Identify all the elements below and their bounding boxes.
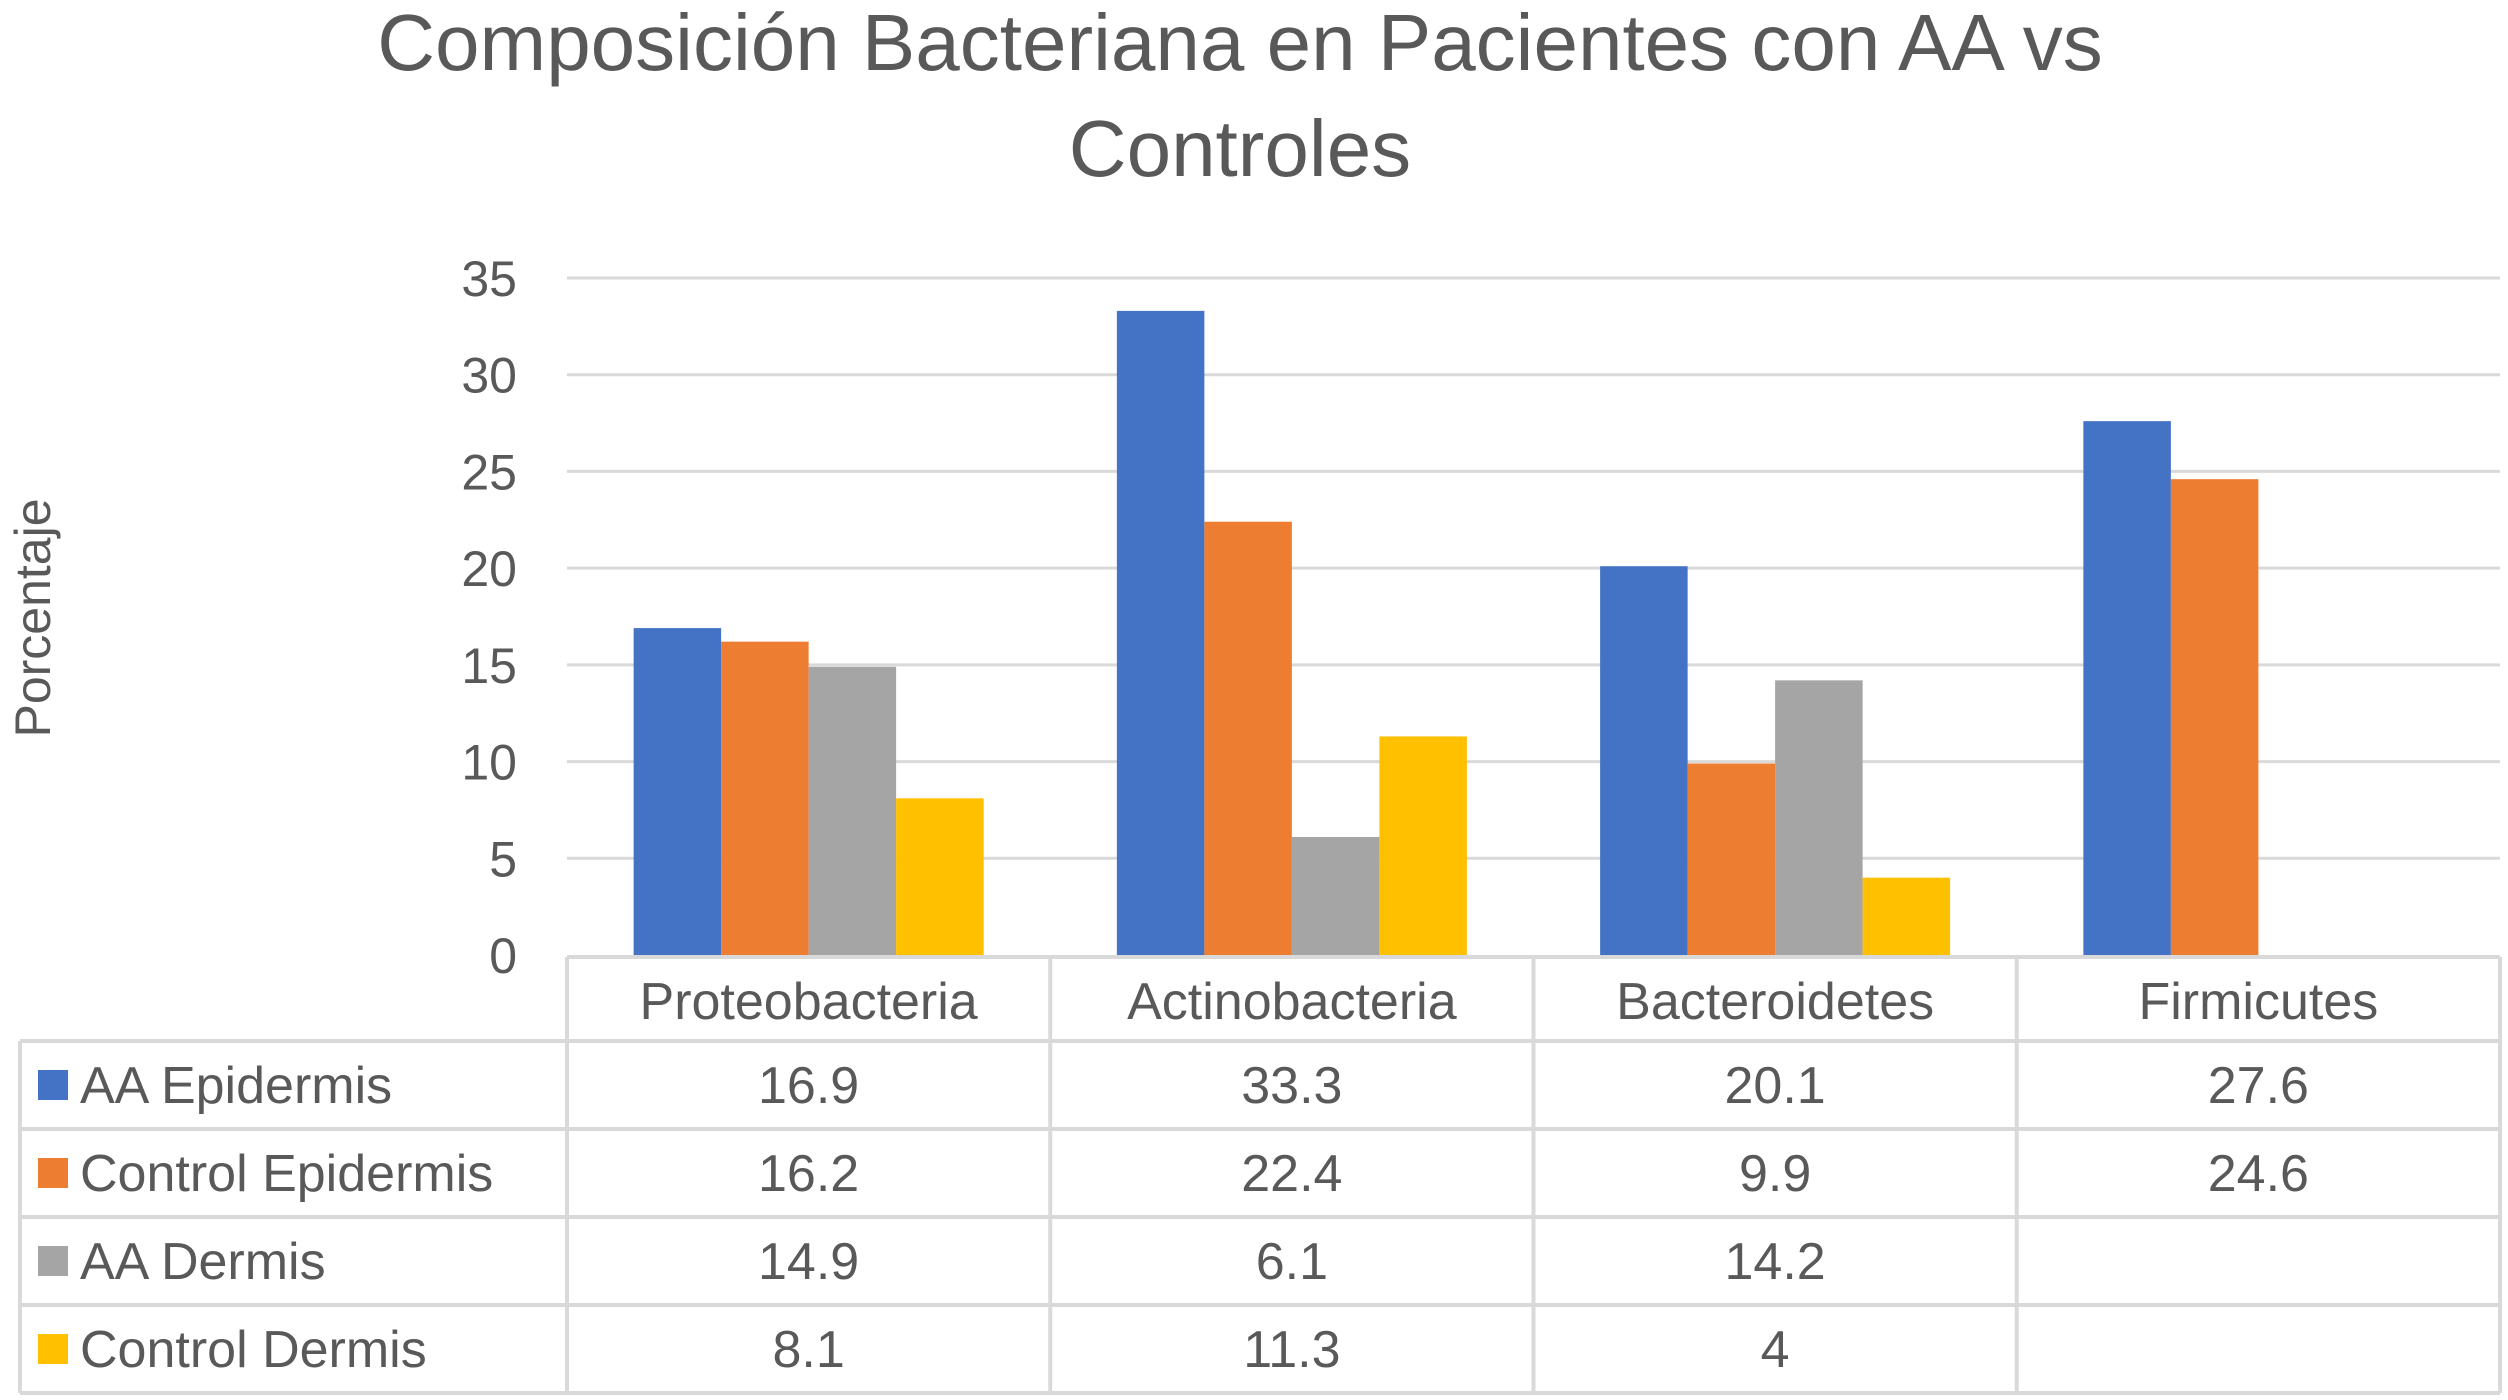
bar (1600, 566, 1688, 955)
category-label: Firmicutes (2138, 973, 2378, 1031)
bar (721, 641, 809, 955)
data-label: 14.2 (1725, 1233, 1826, 1291)
y-tick-label: 35 (461, 251, 517, 307)
data-label: 9.9 (1739, 1145, 1811, 1203)
legend-key (38, 1334, 68, 1364)
data-label: 14.9 (758, 1233, 859, 1291)
y-tick-label: 20 (461, 541, 517, 597)
y-tick-label: 5 (489, 831, 517, 887)
chart-title-line-2: Controles (1069, 104, 1411, 193)
legend-key (38, 1246, 68, 1276)
data-label: 22.4 (1241, 1145, 1342, 1203)
data-table: Proteobacteria Actinobacteria Bacteroidete… (18, 955, 2502, 1395)
bar (808, 666, 897, 955)
bar (1116, 310, 1205, 956)
y-tick-label: 15 (461, 638, 517, 694)
legend-label: Control Epidermis (80, 1145, 493, 1203)
y-axis-title: Porcentaje (5, 498, 61, 737)
bar (1775, 680, 1863, 955)
legend-label: Control Dermis (80, 1321, 427, 1379)
legend-key (38, 1070, 68, 1100)
category-label: Bacteroidetes (1616, 973, 1934, 1031)
category-label: Proteobacteria (640, 973, 978, 1031)
bar (2083, 421, 2171, 955)
bar (1291, 837, 1380, 955)
legend-key (38, 1158, 68, 1188)
y-tick-label: 30 (461, 348, 517, 404)
data-label: 8.1 (772, 1321, 844, 1379)
data-label: 27.6 (2208, 1057, 2309, 1115)
y-tick-label: 0 (489, 928, 517, 984)
bar (633, 628, 722, 955)
category-label: Actinobacteria (1127, 973, 1457, 1031)
data-label: 6.1 (1256, 1233, 1328, 1291)
data-label: 33.3 (1241, 1057, 1342, 1115)
data-label: 20.1 (1725, 1057, 1826, 1115)
y-tick-label: 25 (461, 444, 517, 500)
bars (633, 310, 2259, 956)
data-label: 4 (1761, 1321, 1790, 1379)
bar (1204, 521, 1292, 955)
data-label: 11.3 (1243, 1321, 1340, 1379)
chart-title: Composición Bacteriana en Pacientes con … (377, 0, 2102, 193)
y-tick-label: 10 (461, 735, 517, 791)
data-label: 16.2 (758, 1145, 859, 1203)
bar (1687, 763, 1776, 955)
bar (2170, 479, 2259, 955)
bar (896, 798, 984, 955)
bar (1862, 877, 1951, 955)
legend-label: AA Epidermis (80, 1057, 392, 1115)
legend-label: AA Dermis (80, 1233, 326, 1291)
bar (1379, 736, 1467, 955)
data-label: 16.9 (758, 1057, 859, 1115)
y-axis-ticks: 0 5 10 15 20 25 30 35 (461, 251, 517, 984)
chart-title-line-1: Composición Bacteriana en Pacientes con … (377, 0, 2102, 87)
data-label: 24.6 (2208, 1145, 2309, 1203)
